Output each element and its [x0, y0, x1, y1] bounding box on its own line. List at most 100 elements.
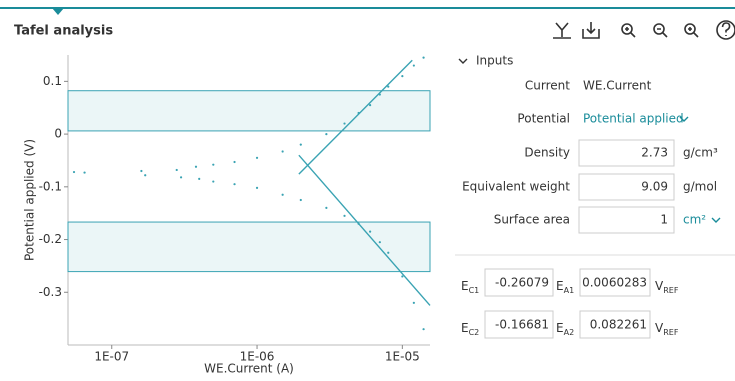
data-point [140, 169, 143, 173]
tab-pointer [52, 8, 64, 15]
input-label: Density [524, 146, 570, 160]
data-point [387, 85, 390, 88]
data-point [325, 206, 328, 210]
data-point [281, 150, 284, 153]
data-point [212, 163, 215, 166]
zoom-in-icon[interactable] [621, 23, 636, 38]
result-value: -0.26079 [495, 276, 549, 290]
panel-title: Tafel analysis [14, 24, 113, 39]
data-point [179, 176, 183, 179]
result-value: 0.0060283 [582, 276, 647, 290]
symbol-subscript: A1 [564, 286, 575, 295]
data-point [194, 165, 198, 168]
symbol: E [461, 279, 469, 293]
data-point [412, 301, 415, 304]
input-value[interactable]: 2.73 [641, 146, 668, 160]
zoom-out-icon[interactable] [653, 23, 668, 38]
result-unit: VREF [655, 321, 679, 338]
data-point [412, 64, 415, 67]
result-symbol: EA2 [556, 321, 574, 338]
result-value: -0.16681 [495, 318, 549, 332]
symbol-subscript: C2 [469, 328, 480, 337]
data-point [212, 180, 215, 183]
result-symbol: EC1 [461, 279, 479, 296]
y-tick-label: 0.1 [43, 74, 62, 88]
unit: V [655, 321, 664, 335]
input-value[interactable]: 1 [660, 213, 668, 227]
input-label: Equivalent weight [462, 180, 570, 194]
inputs-chevron[interactable] [458, 58, 468, 64]
symbol: E [556, 279, 564, 293]
unit-subscript: REF [663, 328, 679, 337]
input-value: WE.Current [583, 79, 652, 93]
x-axis-label: WE.Current (A) [204, 362, 294, 376]
input-value[interactable]: 9.09 [641, 180, 668, 194]
input-unit: g/cm³ [683, 146, 718, 160]
input-label: Surface area [494, 213, 570, 227]
unit: V [655, 279, 664, 293]
data-point [72, 170, 76, 174]
y-tick-label: 0 [54, 127, 62, 141]
data-point [369, 103, 372, 107]
symbol: E [461, 321, 469, 335]
result-unit: VREF [655, 279, 679, 296]
fit-range-band [67, 90, 431, 132]
symbol-subscript: A2 [564, 328, 575, 337]
zoom-fit-icon[interactable] [684, 23, 699, 38]
data-point [401, 275, 404, 278]
y-tick-label: -0.1 [39, 179, 62, 193]
symbol: E [556, 321, 564, 335]
data-point [401, 74, 404, 78]
data-point [281, 193, 284, 196]
data-point [299, 143, 302, 146]
data-point [299, 198, 302, 202]
y-tick-label: -0.3 [39, 285, 62, 299]
input-label: Current [525, 79, 570, 93]
tafel-fit-line [298, 154, 431, 306]
symbol-subscript: C1 [469, 286, 480, 295]
data-point [343, 214, 346, 217]
export-icon[interactable] [582, 22, 600, 39]
data-point [422, 328, 425, 331]
x-tick-label: 1E-06 [240, 350, 275, 364]
data-point [255, 156, 259, 159]
result-box [484, 268, 554, 297]
data-point [325, 132, 328, 136]
fit-range-band [67, 221, 431, 273]
data-point [387, 251, 390, 254]
y-axis-label: Potential applied (V) [23, 139, 37, 261]
data-point [255, 186, 259, 189]
data-point [422, 56, 425, 59]
help-icon[interactable] [716, 20, 735, 40]
input-unit[interactable]: cm² [683, 213, 706, 227]
input-box[interactable] [578, 173, 675, 201]
x-tick-label: 1E-07 [94, 350, 129, 364]
input-box[interactable] [578, 139, 675, 167]
input-value[interactable]: Potential applied [583, 112, 684, 126]
data-point [175, 168, 178, 172]
unit-subscript: REF [663, 286, 679, 295]
input-box[interactable] [578, 206, 675, 234]
data-point [144, 174, 147, 177]
data-point [369, 230, 372, 233]
result-value: 0.082261 [590, 318, 647, 332]
unit-chevron[interactable] [711, 217, 721, 223]
y-tick-label: -0.2 [39, 232, 62, 246]
result-box [579, 310, 651, 339]
result-symbol: EA1 [556, 279, 574, 296]
data-point [233, 160, 236, 164]
data-point [343, 122, 346, 125]
input-label: Potential [517, 112, 570, 126]
x-tick-label: 1E-05 [385, 350, 420, 364]
result-symbol: EC2 [461, 321, 479, 338]
value-chevron[interactable] [679, 116, 689, 122]
result-box [484, 310, 554, 339]
inputs-section-title[interactable]: Inputs [476, 54, 513, 68]
data-point [83, 171, 86, 174]
tafel-fit-line [298, 59, 413, 175]
data-point [198, 177, 201, 181]
input-unit: g/mol [683, 180, 717, 194]
axis-toggle-icon[interactable] [553, 22, 571, 39]
